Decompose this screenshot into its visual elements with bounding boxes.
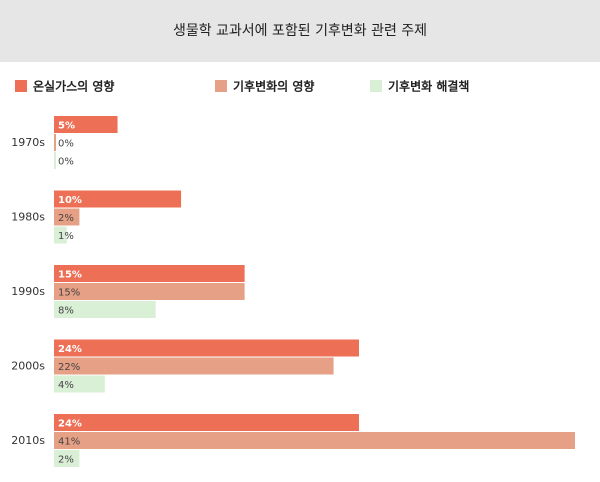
y-tick-label: 1990s [11, 285, 45, 298]
bar [54, 152, 56, 169]
legend-label: 기후변화의 영향 [233, 79, 314, 94]
bar [54, 190, 182, 208]
value-label: 24% [58, 419, 82, 430]
legend-swatch [215, 80, 227, 92]
value-label: 10% [58, 195, 82, 206]
legend-swatch [370, 80, 382, 92]
bar [54, 116, 118, 133]
bar [54, 375, 105, 393]
value-label: 0% [58, 157, 74, 168]
bar [54, 283, 245, 300]
y-tick-label: 2010s [11, 434, 45, 447]
value-label: 1% [58, 231, 74, 242]
value-label: 4% [58, 380, 74, 391]
value-label: 22% [58, 362, 80, 373]
value-label: 8% [58, 306, 74, 317]
bar [54, 339, 359, 357]
value-label: 2% [58, 455, 74, 466]
bar [54, 301, 156, 318]
y-tick-label: 1980s [11, 211, 45, 224]
legend-label: 온실가스의 영향 [33, 79, 114, 94]
chart-title: 생물학 교과서에 포함된 기후변화 관련 주제 [173, 23, 427, 39]
bar [54, 226, 67, 244]
bar [54, 208, 80, 226]
value-label: 15% [58, 288, 80, 299]
value-label: 24% [58, 344, 82, 355]
bar [54, 432, 575, 449]
y-tick-label: 2000s [11, 360, 45, 373]
value-label: 41% [58, 437, 80, 448]
value-label: 5% [58, 121, 75, 132]
bar [54, 414, 359, 431]
bar [54, 450, 80, 467]
legend-swatch [15, 80, 27, 92]
bar [54, 357, 334, 375]
value-label: 0% [58, 139, 74, 150]
bar [54, 134, 56, 151]
legend-label: 기후변화 해결책 [388, 79, 469, 94]
y-tick-label: 1970s [11, 136, 45, 149]
title-bar [0, 0, 600, 62]
value-label: 15% [58, 270, 82, 281]
bar [54, 265, 245, 282]
value-label: 2% [58, 213, 74, 224]
